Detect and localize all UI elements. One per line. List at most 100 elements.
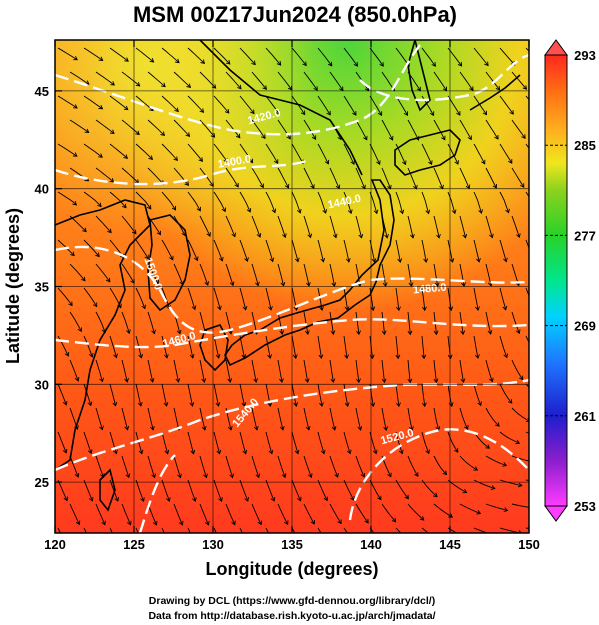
streamline — [343, 191, 352, 214]
streamline — [239, 95, 255, 114]
streamline-arrowhead — [319, 306, 324, 311]
streamline-arrowhead — [152, 520, 158, 526]
streamline-arrowhead — [146, 204, 152, 210]
streamline — [473, 527, 489, 533]
streamline-arrowhead — [372, 449, 378, 455]
streamline — [109, 527, 113, 533]
streamline-arrowhead — [186, 83, 192, 89]
streamline — [277, 311, 283, 335]
streamline-arrowhead — [87, 401, 93, 407]
streamline — [199, 119, 215, 138]
streamline — [199, 359, 205, 383]
streamline-arrowhead — [319, 402, 324, 407]
streamline-arrowhead — [381, 330, 387, 336]
streamline — [459, 503, 481, 514]
streamline-arrowhead — [218, 497, 223, 503]
coast-russia — [199, 40, 363, 176]
streamline — [251, 71, 267, 90]
streamline — [303, 119, 316, 140]
streamline-arrowhead — [442, 470, 448, 476]
streamline-arrowhead — [456, 111, 461, 116]
streamline-arrowhead — [166, 497, 171, 503]
streamline — [317, 47, 333, 67]
streamline-arrowhead — [175, 378, 181, 383]
streamline — [511, 167, 525, 188]
streamline — [225, 359, 231, 383]
streamline-arrowhead — [267, 354, 273, 359]
streamline — [317, 95, 331, 116]
streamline-arrowhead — [101, 520, 106, 526]
streamline-arrowhead — [193, 256, 199, 262]
streamline — [303, 359, 309, 383]
streamline-arrowhead — [110, 81, 115, 86]
streamline-arrowhead — [481, 159, 486, 165]
streamline — [265, 431, 273, 454]
streamline — [317, 239, 324, 262]
streamline — [83, 479, 93, 502]
streamline — [317, 143, 329, 165]
streamline-arrowhead — [305, 425, 311, 431]
streamline — [473, 95, 487, 115]
streamline-arrowhead — [173, 156, 178, 162]
streamline-arrowhead — [293, 402, 299, 407]
streamline-arrowhead — [403, 111, 409, 117]
streamline — [303, 311, 309, 335]
y-tick-label: 45 — [35, 84, 49, 99]
streamline-arrowhead — [87, 449, 93, 455]
streamline — [161, 527, 165, 533]
streamline — [355, 119, 368, 140]
streamline-arrowhead — [370, 306, 376, 312]
streamline — [499, 431, 520, 444]
streamline-arrowhead — [201, 378, 207, 383]
streamline-arrowhead — [201, 425, 207, 431]
streamline-arrowhead — [271, 208, 277, 214]
streamline — [187, 335, 194, 359]
streamline-arrowhead — [184, 181, 189, 186]
streamline — [511, 359, 524, 380]
streamline-arrowhead — [168, 545, 172, 549]
streamline-arrowhead — [447, 354, 453, 360]
streamline-arrowhead — [224, 108, 230, 114]
streamline — [369, 95, 382, 116]
streamline-arrowhead — [113, 353, 118, 359]
streamline-arrowhead — [464, 535, 468, 539]
streamline — [187, 191, 201, 212]
streamline — [135, 527, 139, 533]
streamline — [239, 143, 253, 163]
streamline — [57, 383, 67, 406]
streamline-arrowhead — [84, 128, 90, 134]
footer-credit-line-2: Data from http://database.rish.kyoto-u.a… — [148, 610, 435, 622]
streamline — [95, 359, 103, 382]
streamline — [395, 527, 402, 533]
streamline-arrowhead — [294, 257, 300, 263]
streamline-arrowhead — [138, 449, 144, 455]
colorbar-tick-label: 293 — [574, 48, 596, 63]
streamline-arrowhead — [99, 377, 104, 383]
streamline — [83, 191, 102, 207]
streamline-arrowhead — [257, 520, 263, 526]
streamline — [57, 143, 78, 157]
streamline — [291, 143, 304, 164]
streamline-arrowhead — [330, 378, 336, 384]
streamline-arrowhead — [210, 133, 216, 138]
streamline-arrowhead — [178, 520, 184, 526]
streamline-arrowhead — [176, 329, 182, 335]
streamline-arrowhead — [494, 135, 499, 140]
x-tick-label: 135 — [281, 537, 303, 552]
streamline-arrowhead — [203, 473, 208, 479]
streamline-arrowhead — [433, 330, 439, 336]
streamline — [187, 527, 191, 533]
streamline — [421, 335, 425, 359]
streamline — [147, 407, 154, 430]
streamline-arrowhead — [478, 209, 483, 215]
streamline — [135, 287, 146, 309]
streamline — [317, 431, 325, 454]
streamline-arrowhead — [273, 544, 277, 548]
streamline-arrowhead — [502, 305, 508, 311]
y-tick-label: 30 — [35, 377, 49, 392]
streamline-arrowhead — [281, 473, 287, 479]
streamline — [239, 383, 245, 407]
streamline — [173, 359, 179, 383]
streamline — [57, 47, 78, 61]
streamline — [485, 167, 497, 189]
